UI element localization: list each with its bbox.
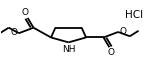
Text: NH: NH (62, 45, 75, 54)
Text: O: O (120, 27, 127, 36)
Text: O: O (22, 8, 29, 17)
Text: O: O (10, 28, 17, 37)
Text: HCl: HCl (125, 10, 144, 20)
Text: O: O (107, 48, 114, 57)
